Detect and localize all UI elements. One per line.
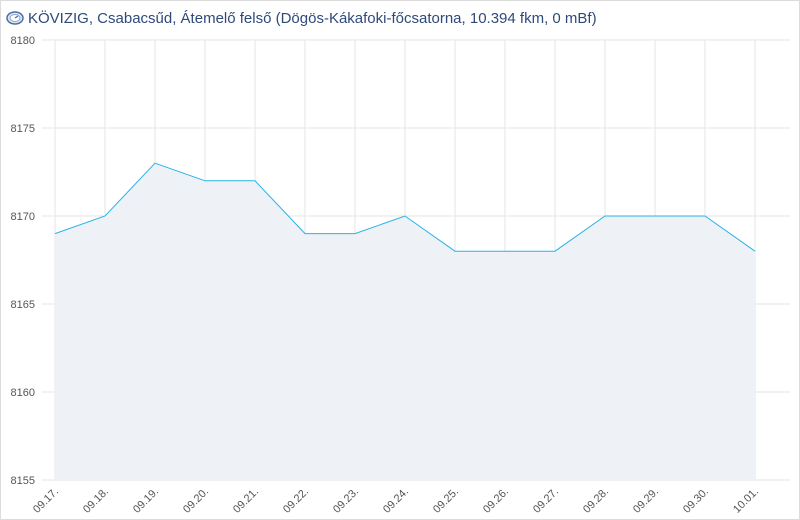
x-tick-label: 09.26. — [481, 486, 511, 516]
data-point[interactable] — [702, 213, 708, 219]
gauge-icon — [6, 9, 24, 27]
data-point[interactable] — [202, 178, 208, 184]
x-tick-label: 09.21. — [231, 486, 261, 516]
x-tick-label: 09.25. — [431, 486, 461, 516]
y-tick-label: 8165 — [11, 299, 35, 311]
line-layer — [52, 160, 758, 254]
x-tick-label: 09.30. — [681, 486, 711, 516]
y-tick-label: 8175 — [11, 123, 35, 135]
data-point[interactable] — [302, 231, 308, 237]
x-tick-label: 09.27. — [531, 486, 561, 516]
x-tick-label: 09.29. — [631, 486, 661, 516]
area-layer — [55, 163, 755, 480]
x-axis-ticks: 09.17. 09.18. 09.19. 09.20. 09.21. 09.22. 09.2… — [31, 486, 761, 516]
data-point[interactable] — [52, 231, 58, 237]
x-tick-label: 09.22. — [281, 486, 311, 516]
data-point[interactable] — [652, 213, 658, 219]
y-tick-label: 8170 — [11, 211, 35, 223]
x-tick-label: 10.01. — [731, 486, 761, 516]
data-point[interactable] — [102, 213, 108, 219]
x-tick-label: 09.28. — [581, 486, 611, 516]
data-point[interactable] — [502, 248, 508, 254]
x-tick-label: 09.24. — [381, 486, 411, 516]
data-point[interactable] — [602, 213, 608, 219]
y-axis-ticks: 8155 8160 8165 8170 8175 8180 — [11, 35, 35, 487]
y-tick-label: 8160 — [11, 387, 35, 399]
data-point[interactable] — [552, 248, 558, 254]
data-point[interactable] — [402, 213, 408, 219]
x-tick-label: 09.18. — [81, 486, 111, 516]
chart-title: KÖVIZIG, Csabacsűd, Átemelő felső (Dögös… — [28, 9, 597, 27]
y-tick-label: 8180 — [11, 35, 35, 47]
x-tick-label: 09.20. — [181, 486, 211, 516]
data-point[interactable] — [152, 160, 158, 166]
data-point[interactable] — [352, 231, 358, 237]
x-tick-label: 09.19. — [131, 486, 161, 516]
chart-header: KÖVIZIG, Csabacsűd, Átemelő felső (Dögös… — [6, 4, 597, 32]
x-tick-label: 09.17. — [31, 486, 61, 516]
data-point[interactable] — [452, 248, 458, 254]
y-tick-label: 8155 — [11, 475, 35, 487]
data-point[interactable] — [252, 178, 258, 184]
data-point[interactable] — [752, 248, 758, 254]
series-area — [55, 163, 755, 480]
series-line — [54, 162, 756, 252]
x-tick-label: 09.23. — [331, 486, 361, 516]
